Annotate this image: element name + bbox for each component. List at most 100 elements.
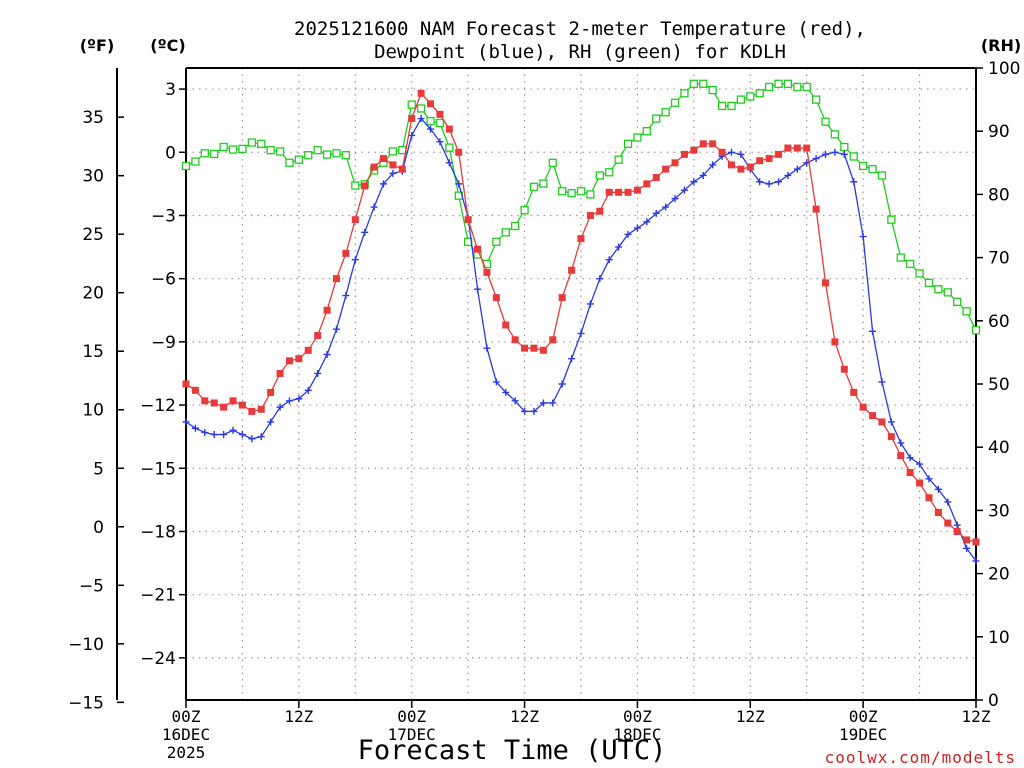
fahrenheit-tick-label: 10: [82, 401, 104, 421]
dewpoint-point: [267, 418, 275, 426]
rh-point: [661, 108, 670, 117]
rh-point: [426, 116, 435, 126]
rh-tick-label: 60: [988, 312, 1010, 332]
rh-point: [746, 92, 755, 101]
temperature-point: [916, 479, 924, 487]
x-tick-label-date: 16DEC: [162, 725, 210, 744]
rh-point: [605, 168, 614, 177]
dewpoint-point: [577, 329, 585, 337]
temperature-point: [492, 294, 500, 302]
temperature-point: [737, 165, 745, 173]
dewpoint-point: [361, 228, 369, 236]
dewpoint-point: [370, 203, 378, 211]
temperature-point: [784, 144, 792, 152]
temperature-point: [812, 205, 820, 213]
rh-point: [322, 150, 332, 159]
rh-point: [915, 269, 924, 278]
rh-point: [670, 98, 680, 107]
chart-title-line1: 2025121600 NAM Forecast 2-meter Temperat…: [294, 18, 866, 40]
rh-point: [699, 79, 708, 88]
temperature-point: [248, 407, 256, 415]
celsius-tick-label: −15: [140, 459, 176, 479]
temperature-point: [897, 452, 905, 460]
rh-point: [858, 161, 868, 171]
temperature-point: [765, 155, 773, 163]
dewpoint-point: [229, 426, 237, 434]
temperature-point: [906, 468, 914, 476]
grid-lines: [186, 68, 976, 700]
dewpoint-point: [671, 195, 679, 203]
temperature-point: [436, 110, 444, 118]
dewpoint-point: [483, 344, 491, 352]
rh-point: [802, 82, 811, 92]
temperature-point: [925, 494, 933, 502]
dewpoint-point: [784, 171, 792, 179]
x-tick-label-time: 12Z: [736, 707, 765, 726]
temperature-point: [887, 433, 895, 441]
rh-point: [633, 133, 642, 142]
temperature-point: [558, 294, 566, 302]
rh-point: [623, 139, 633, 148]
dewpoint-point: [812, 155, 820, 163]
rh-point: [811, 95, 821, 104]
rh-point: [247, 138, 256, 147]
dewpoint-point: [455, 180, 463, 188]
rh-point: [511, 221, 520, 231]
temperature-point: [850, 388, 858, 396]
fahrenheit-tick-label: 30: [82, 167, 104, 187]
rh-point: [266, 146, 275, 155]
temperature-point: [257, 405, 265, 413]
dewpoint-point: [972, 557, 980, 565]
rh-point: [445, 143, 454, 152]
chart-title-line2: Dewpoint (blue), RH (green) for KDLH: [374, 41, 786, 63]
rh-point: [652, 114, 661, 123]
temperature-point: [671, 159, 679, 167]
fahrenheit-tick-label: 15: [82, 342, 104, 362]
dewpoint-point: [295, 395, 303, 403]
dewpoint-point: [323, 351, 331, 359]
temperature-point: [568, 266, 576, 274]
rh-tick-label: 30: [988, 501, 1010, 521]
x-axis-title: Forecast Time (UTC): [358, 735, 667, 766]
temperature-point: [746, 163, 754, 171]
dewpoint-point: [332, 325, 340, 333]
rh-point: [717, 101, 727, 111]
dewpoint-point: [276, 403, 284, 411]
dewpoint-point: [765, 180, 773, 188]
dewpoint-point: [342, 292, 350, 300]
dewpoint-point: [210, 431, 218, 439]
x-tick-label-time: 00Z: [623, 707, 652, 726]
celsius-tick-label: −3: [151, 206, 176, 226]
x-tick-label-date: 19DEC: [839, 725, 887, 744]
dewpoint-point: [869, 327, 877, 335]
rh-point: [529, 182, 539, 191]
rh-point: [906, 259, 915, 269]
dewpoint-point: [953, 521, 961, 529]
rh-point: [727, 101, 736, 111]
dewpoint-point: [859, 233, 867, 241]
temperature-point: [474, 245, 482, 253]
dewpoint-point: [521, 407, 529, 415]
rh-point: [680, 89, 689, 98]
dewpoint-point: [916, 460, 924, 468]
rh-point: [388, 147, 398, 156]
dewpoint-point: [793, 165, 801, 173]
rh-point: [332, 149, 341, 158]
dewpoint-point: [182, 418, 190, 426]
rh-point: [849, 152, 858, 161]
fahrenheit-tick-label: 25: [82, 225, 104, 245]
x-tick-label-time: 00Z: [397, 707, 426, 726]
dewpoint-point: [822, 150, 830, 158]
fahrenheit-tick-label: 20: [82, 284, 104, 304]
rh-point: [793, 82, 802, 92]
temperature-point: [361, 182, 369, 190]
rh-point: [520, 206, 529, 215]
dewpoint-point: [257, 433, 265, 441]
temperature-point: [351, 216, 359, 224]
dewpoint-point: [605, 256, 613, 264]
rh-tick-label: 50: [988, 375, 1010, 395]
temperature-point: [577, 235, 585, 243]
temperature-point: [803, 144, 811, 152]
dewpoint-point: [699, 171, 707, 179]
